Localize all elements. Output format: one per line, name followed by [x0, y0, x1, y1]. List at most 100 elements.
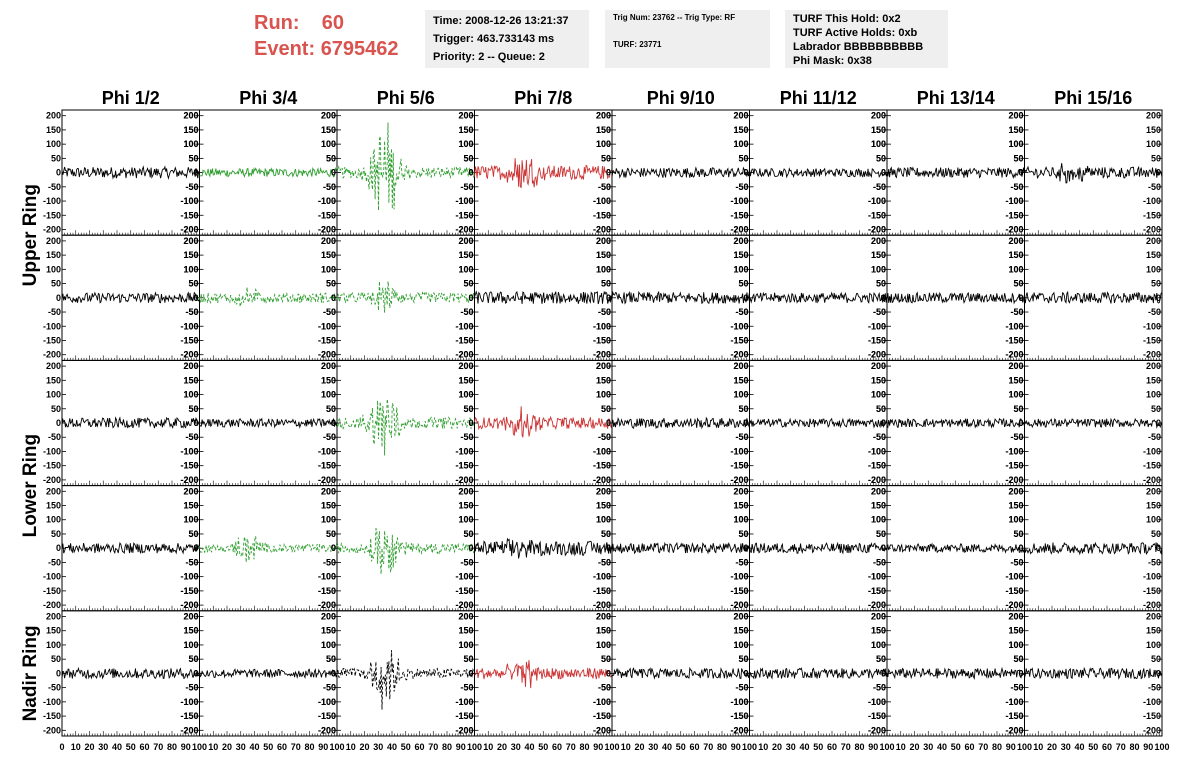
y-tick-label: -200 [1005, 600, 1023, 610]
y-tick-label: 150 [321, 626, 336, 636]
y-tick-label: 200 [1008, 361, 1023, 371]
x-tick-label: 30 [648, 742, 658, 752]
waveform-trace [749, 667, 888, 680]
y-tick-label: -50 [873, 683, 886, 693]
x-tick-label: 60 [689, 742, 699, 752]
y-tick-label: -200 [868, 600, 886, 610]
waveform-trace [336, 122, 475, 211]
y-tick-label: 100 [733, 640, 748, 650]
y-tick-label: -200 [318, 600, 336, 610]
y-tick-label: -50 [1010, 307, 1023, 317]
y-tick-label: -50 [735, 182, 748, 192]
y-tick-label: 100 [871, 640, 886, 650]
y-tick-label: 50 [876, 153, 886, 163]
y-tick-label: 150 [596, 626, 611, 636]
y-tick-label: -150 [455, 461, 473, 471]
y-tick-label: -100 [730, 572, 748, 582]
y-tick-label: -150 [1005, 711, 1023, 721]
y-tick-label: 100 [183, 640, 198, 650]
y-tick-label: 50 [51, 153, 61, 163]
waveform-panel: 200 200 150 150 100 100 50 50 0 0 -50 -50 -100 -100 -1… [868, 485, 1025, 612]
y-tick-label: 50 [463, 404, 473, 414]
row-label: Upper Ring [20, 184, 41, 286]
waveform-panel: 200 200 150 150 100 100 50 50 0 0 -50 -50 -100 -100 -1… [43, 485, 200, 612]
y-tick-label: 0 [881, 543, 886, 553]
y-tick-label: -50 [48, 683, 61, 693]
y-tick-label: 150 [183, 501, 198, 511]
y-tick-label: -200 [180, 350, 198, 360]
y-tick-label: -150 [180, 586, 198, 596]
y-tick-label: 100 [321, 515, 336, 525]
y-tick-label: 50 [326, 153, 336, 163]
y-tick-label: 200 [733, 111, 748, 121]
y-tick-label: -200 [180, 600, 198, 610]
y-tick-label: 200 [1008, 486, 1023, 496]
y-tick-label: 200 [458, 361, 473, 371]
y-tick-label: 0 [1018, 418, 1023, 428]
y-tick-label: 0 [56, 668, 61, 678]
y-tick-label: -200 [730, 725, 748, 735]
y-tick-label: 0 [468, 543, 473, 553]
y-tick-label: 50 [601, 654, 611, 664]
x-tick-label: 50 [126, 742, 136, 752]
y-tick-label: 200 [458, 486, 473, 496]
y-tick-label: 200 [1146, 111, 1161, 121]
y-tick-label: 200 [871, 486, 886, 496]
panel-frame [749, 234, 888, 361]
y-tick-label: 100 [321, 139, 336, 149]
y-tick-label: -200 [868, 225, 886, 235]
y-tick-label: 150 [1146, 375, 1161, 385]
waveform-panel: 200 200 150 150 100 100 50 50 0 0 -50 -50 -100 -100 -1… [1005, 610, 1163, 737]
waveform-panel: 200 200 150 150 100 100 50 50 0 0 -50 -50 -100 -100 -1… [868, 234, 1025, 361]
y-tick-label: 0 [193, 418, 198, 428]
y-tick-label: -50 [1010, 307, 1023, 317]
y-tick-label: 50 [876, 404, 886, 414]
waveform-trace [1024, 417, 1163, 429]
y-tick-label: 150 [596, 375, 611, 385]
y-tick-label: 100 [458, 264, 473, 274]
y-tick-label: -150 [593, 335, 611, 345]
y-tick-label: 150 [1008, 626, 1023, 636]
y-tick-label: -150 [1143, 210, 1161, 220]
y-tick-label: 100 [733, 139, 748, 149]
y-tick-label: 100 [46, 390, 61, 400]
y-tick-label: -50 [185, 182, 198, 192]
y-tick-label: -100 [593, 196, 611, 206]
y-tick-label: 200 [596, 361, 611, 371]
y-tick-label: 200 [871, 611, 886, 621]
y-tick-label: 150 [596, 501, 611, 511]
y-tick-label: 50 [738, 153, 748, 163]
y-tick-label: 150 [321, 626, 336, 636]
y-tick-label: -50 [323, 683, 336, 693]
y-tick-label: -150 [318, 711, 336, 721]
y-tick-label: -100 [868, 196, 886, 206]
y-tick-label: 200 [596, 611, 611, 621]
y-tick-label: -150 [43, 335, 61, 345]
y-tick-label: -200 [593, 350, 611, 360]
y-tick-label: -100 [318, 446, 336, 456]
y-tick-label: 200 [458, 611, 473, 621]
y-tick-label: 100 [183, 515, 198, 525]
y-tick-label: 50 [463, 529, 473, 539]
waveform-trace [886, 542, 1025, 554]
y-tick-label: -150 [730, 586, 748, 596]
y-tick-label: 100 [733, 390, 748, 400]
y-tick-label: 200 [458, 361, 473, 371]
x-tick-label: 30 [1061, 742, 1071, 752]
y-tick-label: -100 [593, 446, 611, 456]
y-tick-label: -200 [593, 725, 611, 735]
waveform-trace [886, 666, 1025, 680]
y-tick-label: -200 [43, 475, 61, 485]
y-tick-label: -200 [868, 225, 886, 235]
y-tick-label: 100 [596, 264, 611, 274]
y-tick-label: 0 [468, 293, 473, 303]
y-tick-label: 200 [183, 361, 198, 371]
y-tick-label: 0 [193, 418, 198, 428]
x-tick-label: 10 [758, 742, 768, 752]
y-tick-label: 50 [876, 654, 886, 664]
y-tick-label: -150 [868, 461, 886, 471]
y-tick-label: 50 [1013, 279, 1023, 289]
y-tick-label: 0 [331, 168, 336, 178]
x-tick-label: 90 [593, 742, 603, 752]
labrador-text: Labrador BBBBBBBBBB [793, 41, 924, 53]
